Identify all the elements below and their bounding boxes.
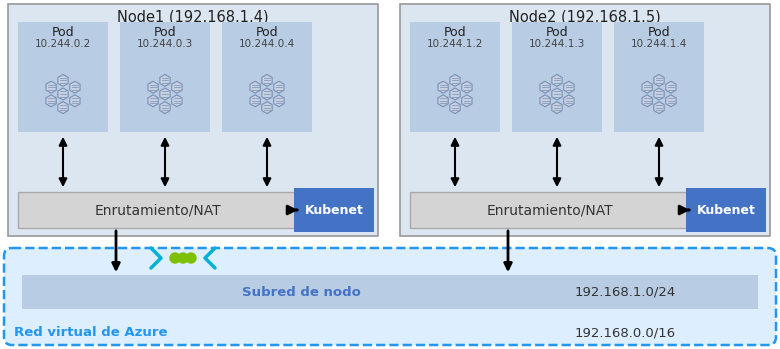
Text: Node2 (192.168.1.5): Node2 (192.168.1.5) xyxy=(509,9,661,24)
Polygon shape xyxy=(540,81,550,93)
Text: Pod: Pod xyxy=(546,27,569,39)
Polygon shape xyxy=(46,81,56,93)
Polygon shape xyxy=(642,95,652,107)
Text: Pod: Pod xyxy=(647,27,670,39)
Polygon shape xyxy=(274,81,284,93)
Bar xyxy=(22,275,758,309)
Polygon shape xyxy=(540,95,550,107)
Polygon shape xyxy=(654,102,664,113)
Circle shape xyxy=(186,253,196,263)
Text: 10.244.0.3: 10.244.0.3 xyxy=(136,39,193,49)
Text: 10.244.1.3: 10.244.1.3 xyxy=(529,39,585,49)
Polygon shape xyxy=(148,81,158,93)
Text: 10.244.1.2: 10.244.1.2 xyxy=(427,39,483,49)
Text: Pod: Pod xyxy=(154,27,176,39)
Bar xyxy=(512,22,602,132)
Polygon shape xyxy=(250,81,261,93)
Text: 10.244.1.4: 10.244.1.4 xyxy=(631,39,687,49)
Bar xyxy=(222,22,312,132)
Polygon shape xyxy=(642,81,652,93)
Polygon shape xyxy=(172,95,182,107)
Polygon shape xyxy=(274,95,284,107)
Circle shape xyxy=(170,253,180,263)
Text: Pod: Pod xyxy=(256,27,278,39)
Bar xyxy=(686,188,766,232)
Polygon shape xyxy=(148,95,158,107)
Text: Kubenet: Kubenet xyxy=(697,203,756,216)
Polygon shape xyxy=(551,102,562,113)
Text: Node1 (192.168.1.4): Node1 (192.168.1.4) xyxy=(117,9,269,24)
Circle shape xyxy=(178,253,188,263)
FancyBboxPatch shape xyxy=(4,248,776,345)
Bar xyxy=(294,188,374,232)
Bar xyxy=(8,4,378,236)
Polygon shape xyxy=(462,95,472,107)
Polygon shape xyxy=(160,102,170,113)
Polygon shape xyxy=(262,102,272,113)
Polygon shape xyxy=(262,74,272,86)
Text: Subred de nodo: Subred de nodo xyxy=(243,285,361,298)
Polygon shape xyxy=(450,102,460,113)
Polygon shape xyxy=(564,95,574,107)
Polygon shape xyxy=(654,88,664,100)
Polygon shape xyxy=(160,88,170,100)
Bar xyxy=(18,22,108,132)
Polygon shape xyxy=(58,88,68,100)
Bar xyxy=(18,192,298,228)
Polygon shape xyxy=(551,74,562,86)
Bar xyxy=(120,22,210,132)
Text: Red virtual de Azure: Red virtual de Azure xyxy=(14,327,168,340)
Text: Kubenet: Kubenet xyxy=(304,203,363,216)
Polygon shape xyxy=(438,81,448,93)
Polygon shape xyxy=(250,95,261,107)
Polygon shape xyxy=(262,88,272,100)
Text: 10.244.0.4: 10.244.0.4 xyxy=(239,39,295,49)
Polygon shape xyxy=(654,74,664,86)
Polygon shape xyxy=(69,81,80,93)
Text: 10.244.0.2: 10.244.0.2 xyxy=(35,39,91,49)
Text: 192.168.0.0/16: 192.168.0.0/16 xyxy=(575,327,676,340)
Polygon shape xyxy=(69,95,80,107)
Polygon shape xyxy=(551,88,562,100)
Text: Enrutamiento/NAT: Enrutamiento/NAT xyxy=(94,203,222,217)
Bar xyxy=(614,22,704,132)
Polygon shape xyxy=(172,81,182,93)
Polygon shape xyxy=(438,95,448,107)
Polygon shape xyxy=(450,88,460,100)
Bar xyxy=(410,192,690,228)
Polygon shape xyxy=(58,74,68,86)
Bar xyxy=(400,4,770,236)
Text: 192.168.1.0/24: 192.168.1.0/24 xyxy=(575,285,676,298)
Polygon shape xyxy=(666,81,676,93)
Text: Pod: Pod xyxy=(51,27,74,39)
Polygon shape xyxy=(666,95,676,107)
Text: Pod: Pod xyxy=(444,27,466,39)
Bar xyxy=(410,22,500,132)
Polygon shape xyxy=(462,81,472,93)
Polygon shape xyxy=(46,95,56,107)
Text: Enrutamiento/NAT: Enrutamiento/NAT xyxy=(487,203,613,217)
Polygon shape xyxy=(564,81,574,93)
Polygon shape xyxy=(450,74,460,86)
Polygon shape xyxy=(58,102,68,113)
Polygon shape xyxy=(160,74,170,86)
